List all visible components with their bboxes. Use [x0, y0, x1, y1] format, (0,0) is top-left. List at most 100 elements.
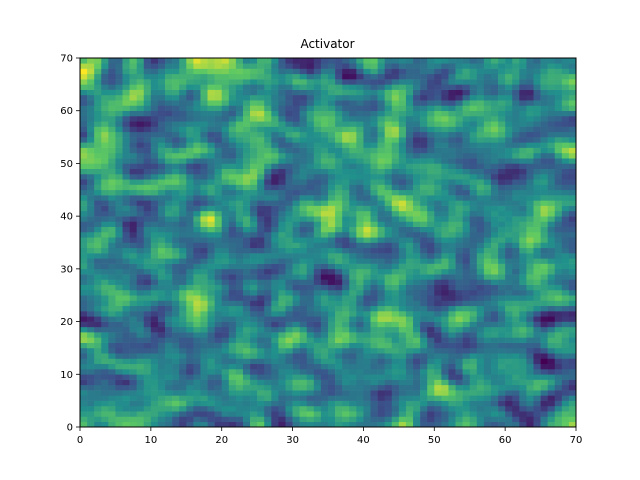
heatmap-cell [250, 184, 258, 191]
heatmap-cell [505, 384, 513, 391]
heatmap-cell [278, 94, 286, 101]
heatmap-cell [328, 242, 336, 249]
heatmap-cell [193, 84, 201, 90]
heatmap-cell [533, 115, 541, 122]
heatmap-cell [306, 295, 315, 301]
heatmap-cell [207, 353, 215, 359]
heatmap-cell [242, 163, 251, 169]
heatmap-cell [413, 126, 421, 133]
heatmap-cell [335, 379, 343, 386]
heatmap-cell [172, 358, 180, 365]
heatmap-cell [235, 63, 244, 69]
heatmap-cell [335, 311, 343, 317]
heatmap-cell [391, 295, 400, 301]
heatmap-cell [561, 326, 570, 333]
heatmap-cell [547, 73, 556, 80]
heatmap-cell [172, 384, 180, 391]
heatmap-cell [165, 126, 173, 133]
heatmap-cell [462, 226, 471, 233]
heatmap-cell [94, 332, 102, 338]
heatmap-cell [157, 110, 166, 117]
heatmap-cell [306, 421, 315, 428]
heatmap-cell [420, 363, 428, 370]
heatmap-cell [342, 405, 350, 412]
heatmap-cell [306, 94, 315, 101]
heatmap-cell [554, 332, 563, 338]
heatmap-cell [554, 295, 563, 301]
heatmap-cell [561, 311, 570, 317]
heatmap-cell [214, 58, 223, 64]
heatmap-cell [561, 200, 570, 206]
heatmap-cell [115, 163, 123, 169]
heatmap-cell [186, 311, 194, 317]
heatmap-cell [328, 100, 336, 106]
heatmap-cell [157, 305, 166, 312]
heatmap-cell [448, 295, 456, 301]
heatmap-cell [207, 342, 215, 349]
heatmap-cell [242, 184, 251, 191]
heatmap-cell [434, 63, 442, 69]
heatmap-cell [306, 247, 315, 254]
heatmap-cell [398, 73, 407, 80]
heatmap-cell [221, 405, 230, 412]
heatmap-cell [172, 421, 180, 428]
heatmap-cell [80, 411, 88, 417]
heatmap-cell [292, 358, 300, 365]
heatmap-cell [320, 210, 329, 217]
heatmap-cell [214, 94, 223, 101]
heatmap-cell [519, 179, 527, 185]
heatmap-cell [264, 173, 272, 180]
heatmap-cell [356, 189, 364, 196]
heatmap-cell [476, 326, 485, 333]
heatmap-cell [306, 200, 315, 206]
heatmap-cell [214, 84, 223, 90]
heatmap-cell [526, 279, 534, 285]
heatmap-cell [441, 284, 449, 291]
heatmap-cell [455, 411, 463, 417]
heatmap-cell [398, 416, 407, 423]
heatmap-cell [490, 200, 499, 206]
heatmap-cell [405, 189, 414, 196]
heatmap-cell [200, 121, 208, 127]
heatmap-cell [235, 216, 244, 222]
heatmap-cell [257, 226, 265, 233]
heatmap-cell [391, 231, 400, 238]
heatmap-cell [320, 379, 329, 386]
heatmap-cell [384, 311, 393, 317]
heatmap-cell [87, 189, 95, 196]
heatmap-cell [228, 305, 237, 312]
heatmap-cell [150, 316, 159, 322]
heatmap-cell [313, 179, 322, 185]
heatmap-cell [363, 231, 371, 238]
heatmap-cell [200, 358, 208, 365]
heatmap-cell [242, 358, 251, 365]
heatmap-cell [221, 316, 230, 322]
heatmap-cell [108, 311, 116, 317]
heatmap-cell [483, 205, 492, 212]
heatmap-cell [186, 316, 194, 322]
heatmap-cell [228, 121, 237, 127]
heatmap-cell [519, 226, 527, 233]
heatmap-cell [526, 163, 534, 169]
heatmap-cell [278, 131, 286, 138]
heatmap-cell [172, 94, 180, 101]
heatmap-cell [363, 405, 371, 412]
heatmap-cell [292, 195, 300, 201]
heatmap-cell [427, 311, 435, 317]
heatmap-cell [250, 105, 258, 112]
heatmap-cell [427, 253, 435, 259]
heatmap-cell [490, 326, 499, 333]
heatmap-cell [384, 231, 393, 238]
heatmap-cell [498, 274, 506, 280]
heatmap-cell [469, 347, 478, 354]
heatmap-cell [561, 184, 570, 191]
heatmap-cell [526, 152, 534, 159]
heatmap-cell [271, 221, 279, 227]
heatmap-cell [172, 305, 180, 312]
heatmap-cell [533, 231, 541, 238]
heatmap-cell [505, 311, 513, 317]
heatmap-cell [568, 411, 577, 417]
heatmap-cell [533, 89, 541, 96]
heatmap-cell [306, 126, 315, 133]
heatmap-cell [342, 332, 350, 338]
